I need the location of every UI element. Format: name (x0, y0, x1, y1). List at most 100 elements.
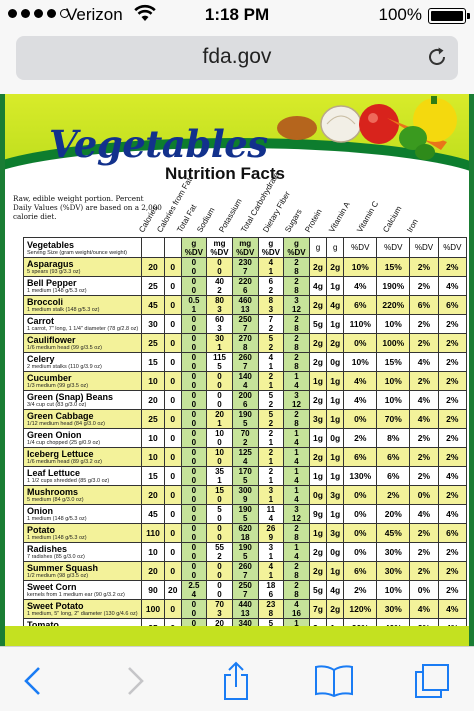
vegetable-name: Carrot (27, 316, 55, 326)
vegetable-name: Summer Squash (27, 563, 99, 573)
calcium-cell: 4% (409, 409, 439, 429)
sugars-cell: 1g (308, 523, 328, 543)
calcium-cell: 2% (409, 428, 439, 448)
sodium-cell-amount: 115 (213, 353, 226, 362)
carbohydrate-cell-amount: 4 (268, 562, 274, 571)
serving-size: 1 carrot, 7" long, 1 1/4" diameter (78 g… (27, 326, 139, 332)
signal-strength-icon (8, 9, 69, 18)
carbohydrate-cell-amount: 4 (268, 353, 274, 362)
carbohydrate-cell-dv: 1 (268, 552, 274, 561)
iron-cell: 2% (437, 352, 468, 372)
protein-cell: 4g (326, 580, 345, 600)
vegetable-name: Cucumber (27, 373, 72, 383)
vitamin-a-cell: 0% (343, 333, 378, 353)
reload-icon[interactable] (426, 46, 448, 68)
potassium-cell: 260 7 (231, 352, 259, 372)
table-row: Leaf Lettuce 1 1/2 cups shredded (85 g/3.… (23, 466, 468, 486)
vitamin-a-cell: 10% (343, 257, 378, 277)
potassium-cell-amount: 260 (238, 562, 252, 571)
calcium-cell: 4% (409, 504, 439, 524)
bookmarks-button[interactable] (312, 659, 356, 703)
sodium-cell: 35 1 (206, 466, 233, 486)
potassium-cell-amount: 230 (238, 258, 252, 267)
calories-from-fat-cell: 0 (163, 295, 182, 315)
header-calcium: %DV (409, 237, 439, 258)
header-cal (141, 237, 165, 258)
vegetable-name-cell: Onion 1 medium (148 g/5.3 oz) (23, 504, 142, 524)
total-fat-cell-dv: 0 (191, 476, 197, 485)
calories-cell: 45 (141, 504, 165, 524)
carbohydrate-cell-amount: 3 (268, 543, 274, 552)
table-row: Cauliflower 1/6 medium head (99 g/3.5 oz)… (23, 333, 468, 353)
sodium-cell-amount: 5 (217, 505, 222, 514)
calcium-cell: 2% (409, 447, 439, 467)
potassium-cell: 260 7 (231, 561, 259, 581)
iron-cell: 2% (437, 390, 468, 410)
tabs-button[interactable] (410, 659, 454, 703)
carbohydrate-cell-amount: 2 (268, 429, 274, 438)
total-fat-cell-amount: 0 (191, 334, 197, 343)
fiber-cell-amount: 3 (294, 505, 299, 514)
fiber-cell-dv: 4 (294, 457, 299, 466)
potassium-cell-dv: 7 (242, 590, 248, 599)
iron-cell: 4% (437, 276, 468, 296)
vegetable-name: Sweet Corn (27, 582, 77, 592)
protein-cell: 3g (326, 523, 345, 543)
potassium-cell-amount: 340 (238, 619, 252, 628)
calories-from-fat-cell: 0 (163, 447, 182, 467)
sodium-cell-amount: 10 (215, 448, 224, 457)
total-fat-cell-dv: 0 (191, 400, 197, 409)
iron-cell: 2% (437, 580, 468, 600)
fiber-cell-amount: 2 (294, 258, 299, 267)
potassium-cell-dv: 6 (242, 400, 248, 409)
vegetable-name: Leaf Lettuce (27, 468, 81, 478)
calories-from-fat-cell: 0 (163, 428, 182, 448)
potassium-cell-amount: 300 (238, 486, 252, 495)
banner-swoosh-inner (5, 148, 469, 192)
table-row: Asparagus 5 spears (93 g/3.3 oz) 20 0 0 0 0 0 23… (23, 257, 468, 277)
potassium-cell: 300 9 (231, 485, 259, 505)
vitamin-a-cell: 6% (343, 561, 378, 581)
serving-size: 1/4 cup chopped (25 g/0.9 oz) (27, 440, 101, 446)
carbohydrate-cell-amount: 2 (268, 448, 274, 457)
potassium-cell-dv: 7 (242, 324, 248, 333)
sodium-cell-dv: 0 (217, 267, 222, 276)
calories-cell: 20 (141, 561, 165, 581)
iron-cell: 2% (437, 257, 468, 277)
web-content[interactable]: Vegetables Nutrition Facts Raw, edible w… (0, 94, 474, 646)
serving-size: 5 medium (84 g/3.0 oz) (27, 497, 84, 503)
sugars-cell: 2g (308, 295, 328, 315)
protein-cell: 2g (326, 257, 345, 277)
potassium-cell-amount: 190 (238, 410, 252, 419)
share-button[interactable] (214, 659, 258, 703)
calcium-cell: 2% (409, 542, 439, 562)
calories-cell: 90 (141, 580, 165, 600)
total-fat-cell-amount: 0 (191, 524, 197, 533)
fiber-cell-dv: 8 (294, 571, 299, 580)
carbohydrate-cell-dv: 2 (268, 286, 274, 295)
back-button[interactable] (10, 659, 54, 703)
calories-cell: 10 (141, 371, 165, 391)
total-fat-cell-dv: 0 (191, 286, 197, 295)
sugars-cell: 3g (308, 409, 328, 429)
header-fat: g %DV (180, 237, 208, 258)
address-bar[interactable]: fda.gov (16, 36, 458, 80)
carbohydrate-cell-amount: 5 (268, 391, 274, 400)
fiber-cell: 4 16 (283, 599, 310, 619)
calories-from-fat-cell: 0 (163, 599, 182, 619)
column-header: Iron (405, 217, 420, 234)
url-text[interactable]: fda.gov (202, 45, 272, 68)
forward-button[interactable] (114, 659, 158, 703)
vitamin-a-cell: 6% (343, 447, 378, 467)
